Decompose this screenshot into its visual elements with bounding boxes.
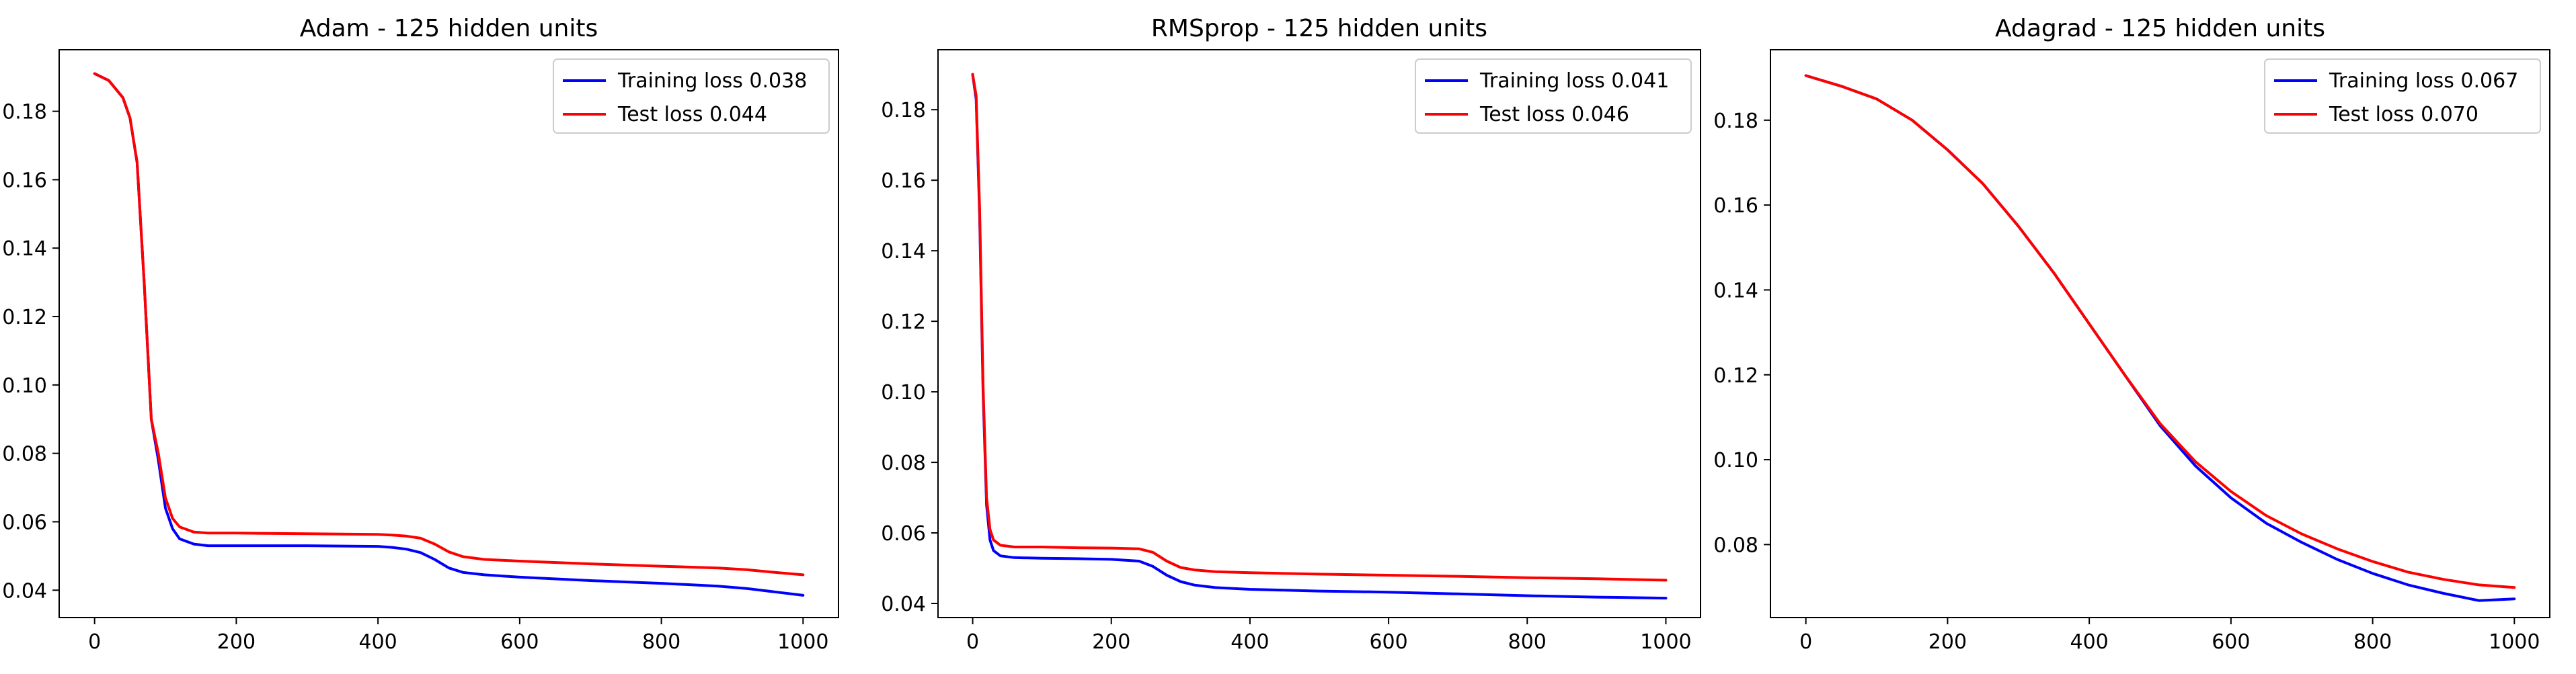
y-tick-label: 0.10 (1713, 449, 1758, 472)
x-tick-label: 200 (1092, 630, 1130, 654)
y-tick-label: 0.08 (1713, 534, 1758, 557)
legend-label: Test loss 0.044 (617, 103, 767, 126)
chart-title: RMSprop - 125 hidden units (1151, 15, 1487, 42)
y-tick-label: 0.04 (881, 593, 926, 616)
x-tick-label: 1000 (1640, 630, 1691, 654)
x-tick-label: 800 (1508, 630, 1547, 654)
series-line-1 (971, 73, 1668, 582)
y-tick-label: 0.12 (1713, 364, 1758, 388)
y-tick-label: 0.18 (881, 99, 926, 122)
legend-label: Training loss 0.067 (2329, 69, 2518, 93)
chart-title: Adam - 125 hidden units (300, 15, 598, 42)
y-tick-label: 0.18 (1713, 110, 1758, 133)
series-line-0 (1804, 74, 2516, 602)
y-tick-label: 0.16 (2, 169, 47, 192)
chart-panel-2: Adagrad - 125 hidden units 0 200 400 600 800 1… (1713, 15, 2550, 654)
y-tick-label: 0.14 (1713, 279, 1758, 302)
chart-title: Adagrad - 125 hidden units (1995, 15, 2325, 42)
y-tick-label: 0.04 (2, 579, 47, 603)
plot-frame (937, 49, 1701, 618)
y-tick-label: 0.12 (2, 306, 47, 329)
chart-panel-1: RMSprop - 125 hidden units 0 200 400 600 800 1… (881, 15, 1701, 654)
x-tick-label: 400 (359, 630, 397, 654)
x-tick-label: 800 (2353, 630, 2392, 654)
legend-label: Training loss 0.038 (617, 69, 807, 93)
x-tick-label: 200 (1928, 630, 1967, 654)
legend-box (1415, 58, 1692, 134)
y-tick-label: 0.16 (1713, 194, 1758, 218)
legend: Training loss 0.038 Test loss 0.044 (553, 58, 830, 134)
x-tick-label: 400 (2070, 630, 2109, 654)
series-line-0 (93, 72, 805, 597)
series-line-1 (1804, 74, 2516, 589)
plot-frame (1770, 49, 2550, 618)
y-tick-label: 0.10 (2, 374, 47, 398)
legend-label: Test loss 0.046 (1479, 103, 1629, 126)
plot-frame (58, 49, 839, 618)
x-tick-label: 0 (1799, 630, 1812, 654)
y-tick-label: 0.12 (881, 310, 926, 334)
y-tick-label: 0.08 (2, 443, 47, 466)
y-tick-label: 0.16 (881, 169, 926, 193)
x-tick-label: 600 (500, 630, 539, 654)
y-tick-label: 0.08 (881, 452, 926, 475)
series-line-0 (971, 73, 1668, 600)
legend-label: Test loss 0.070 (2329, 103, 2479, 126)
series-line-1 (93, 72, 805, 577)
y-tick-label: 0.14 (2, 237, 47, 261)
x-tick-label: 800 (642, 630, 680, 654)
x-tick-label: 0 (88, 630, 101, 654)
y-tick-label: 0.06 (2, 511, 47, 534)
legend-box (553, 58, 830, 134)
x-tick-label: 600 (2212, 630, 2250, 654)
x-tick-label: 0 (966, 630, 979, 654)
x-tick-label: 600 (1369, 630, 1407, 654)
y-tick-label: 0.18 (2, 101, 47, 124)
legend: Training loss 0.041 Test loss 0.046 (1415, 58, 1692, 134)
y-tick-label: 0.06 (881, 522, 926, 546)
x-tick-label: 200 (217, 630, 256, 654)
legend: Training loss 0.067 Test loss 0.070 (2264, 58, 2541, 134)
legend-box (2264, 58, 2541, 134)
x-tick-label: 1000 (777, 630, 828, 654)
legend-label: Training loss 0.041 (1479, 69, 1669, 93)
x-tick-label: 1000 (2489, 630, 2540, 654)
x-tick-label: 400 (1231, 630, 1269, 654)
chart-panel-0: Adam - 125 hidden units 0 200 400 600 800 1000… (2, 15, 839, 654)
y-tick-label: 0.14 (881, 240, 926, 263)
y-tick-label: 0.10 (881, 381, 926, 405)
